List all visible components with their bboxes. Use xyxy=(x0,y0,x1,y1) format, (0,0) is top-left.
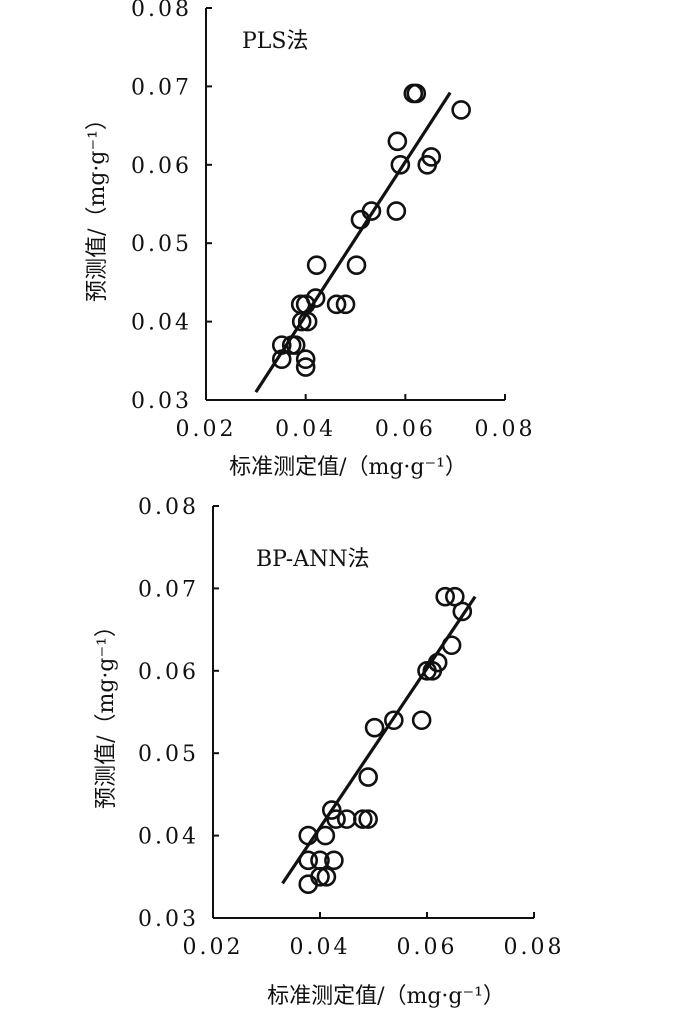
pls-data-point xyxy=(350,209,371,230)
pls-y-tick-label: 0.03 xyxy=(131,389,192,414)
pls-data-point xyxy=(346,255,367,275)
bp-ann-data-point xyxy=(298,874,319,895)
pls-data-point xyxy=(451,100,471,120)
pls-method-label: PLS法 xyxy=(242,29,308,54)
pls-x-tick-label: 0.02 xyxy=(176,417,237,442)
pls-data-point xyxy=(361,201,382,221)
pls-data-point xyxy=(306,255,327,275)
bp-ann-data-point xyxy=(324,850,344,871)
bp-ann-x-axis-title: 标准测定值/（mg·g⁻¹） xyxy=(267,984,505,1009)
pls-data-point xyxy=(291,311,312,332)
pls-data-point xyxy=(386,201,407,221)
bp-ann-data-point xyxy=(298,850,319,871)
pls-y-tick-label: 0.05 xyxy=(131,232,192,257)
bp-ann-scatter-panel: 0.03 0.04 0.05 0.06 0.07 0.08 0.02 0.04 0.06 0.08… xyxy=(94,495,565,1009)
bp-ann-data-point xyxy=(358,767,378,787)
pls-data-points xyxy=(271,83,471,377)
bp-ann-data-point xyxy=(422,660,443,681)
pls-data-point xyxy=(406,83,427,104)
bp-ann-axis-ticks: 0.03 0.04 0.05 0.06 0.07 0.08 0.02 0.04 0.06 0.08 xyxy=(138,495,565,960)
bp-ann-data-point xyxy=(411,710,432,731)
bp-ann-x-tick-label: 0.02 xyxy=(183,935,244,960)
bp-ann-data-point xyxy=(364,717,385,738)
pls-axis-ticks: 0.03 0.04 0.05 0.06 0.07 0.08 0.02 0.04 0.06 0.08 xyxy=(131,0,536,442)
bp-ann-data-points xyxy=(298,586,473,895)
bp-ann-x-tick-label: 0.04 xyxy=(290,935,351,960)
bp-ann-data-point xyxy=(321,800,342,820)
pls-data-point xyxy=(326,294,347,315)
pls-data-point xyxy=(297,311,318,332)
pls-fit-line-group xyxy=(254,91,452,394)
bp-ann-x-tick-label: 0.08 xyxy=(504,935,565,960)
bp-ann-data-point xyxy=(452,601,473,622)
pls-y-axis-title: 预测值/（mg·g⁻¹） xyxy=(85,108,110,302)
pls-scatter-panel: 0.03 0.04 0.05 0.06 0.07 0.08 0.02 0.04 0.06 0.08… xyxy=(85,0,536,480)
pls-data-point xyxy=(387,131,408,152)
pls-x-tick-label: 0.04 xyxy=(275,417,336,442)
pls-y-tick-label: 0.07 xyxy=(131,75,192,100)
bp-ann-y-tick-label: 0.06 xyxy=(138,660,199,685)
bp-ann-y-tick-label: 0.03 xyxy=(138,907,199,932)
bp-ann-y-axis-title: 预测值/（mg·g⁻¹） xyxy=(94,615,119,809)
pls-x-tick-label: 0.06 xyxy=(375,417,436,442)
pls-data-point xyxy=(271,335,292,355)
pls-data-point xyxy=(335,294,356,315)
pls-x-tick-label: 0.08 xyxy=(475,417,536,442)
pls-data-point xyxy=(417,155,438,175)
bp-ann-data-point xyxy=(445,586,465,607)
pls-data-point xyxy=(271,349,292,370)
bp-ann-data-point xyxy=(315,825,336,846)
bp-ann-y-tick-label: 0.05 xyxy=(138,742,199,767)
bp-ann-data-point xyxy=(441,635,462,656)
pls-y-tick-label: 0.06 xyxy=(131,154,192,179)
bp-ann-y-tick-label: 0.04 xyxy=(138,825,199,850)
pls-data-point xyxy=(285,335,306,355)
pls-y-tick-label: 0.08 xyxy=(131,0,192,22)
bp-ann-data-point xyxy=(358,809,378,829)
pls-data-point xyxy=(295,349,316,370)
bp-ann-data-point xyxy=(352,809,373,829)
bp-ann-data-point xyxy=(326,809,346,829)
bp-ann-data-point xyxy=(435,586,455,607)
pls-axes xyxy=(205,8,505,401)
pls-regression-line xyxy=(254,91,452,394)
bp-ann-axes xyxy=(212,506,534,919)
bp-ann-method-label: BP-ANN法 xyxy=(256,547,370,572)
pls-y-tick-label: 0.04 xyxy=(131,311,192,336)
pls-data-point xyxy=(390,155,411,175)
bp-ann-y-tick-label: 0.08 xyxy=(138,495,199,520)
bp-ann-data-point xyxy=(417,660,437,681)
bp-ann-x-tick-label: 0.06 xyxy=(397,935,458,960)
bp-ann-data-point xyxy=(384,710,404,731)
bp-ann-data-point xyxy=(336,809,357,829)
bp-ann-data-point xyxy=(316,866,337,887)
pls-data-point xyxy=(295,357,316,377)
bp-ann-y-tick-label: 0.07 xyxy=(138,577,199,602)
pls-x-axis-title: 标准测定值/（mg·g⁻¹） xyxy=(229,455,467,480)
